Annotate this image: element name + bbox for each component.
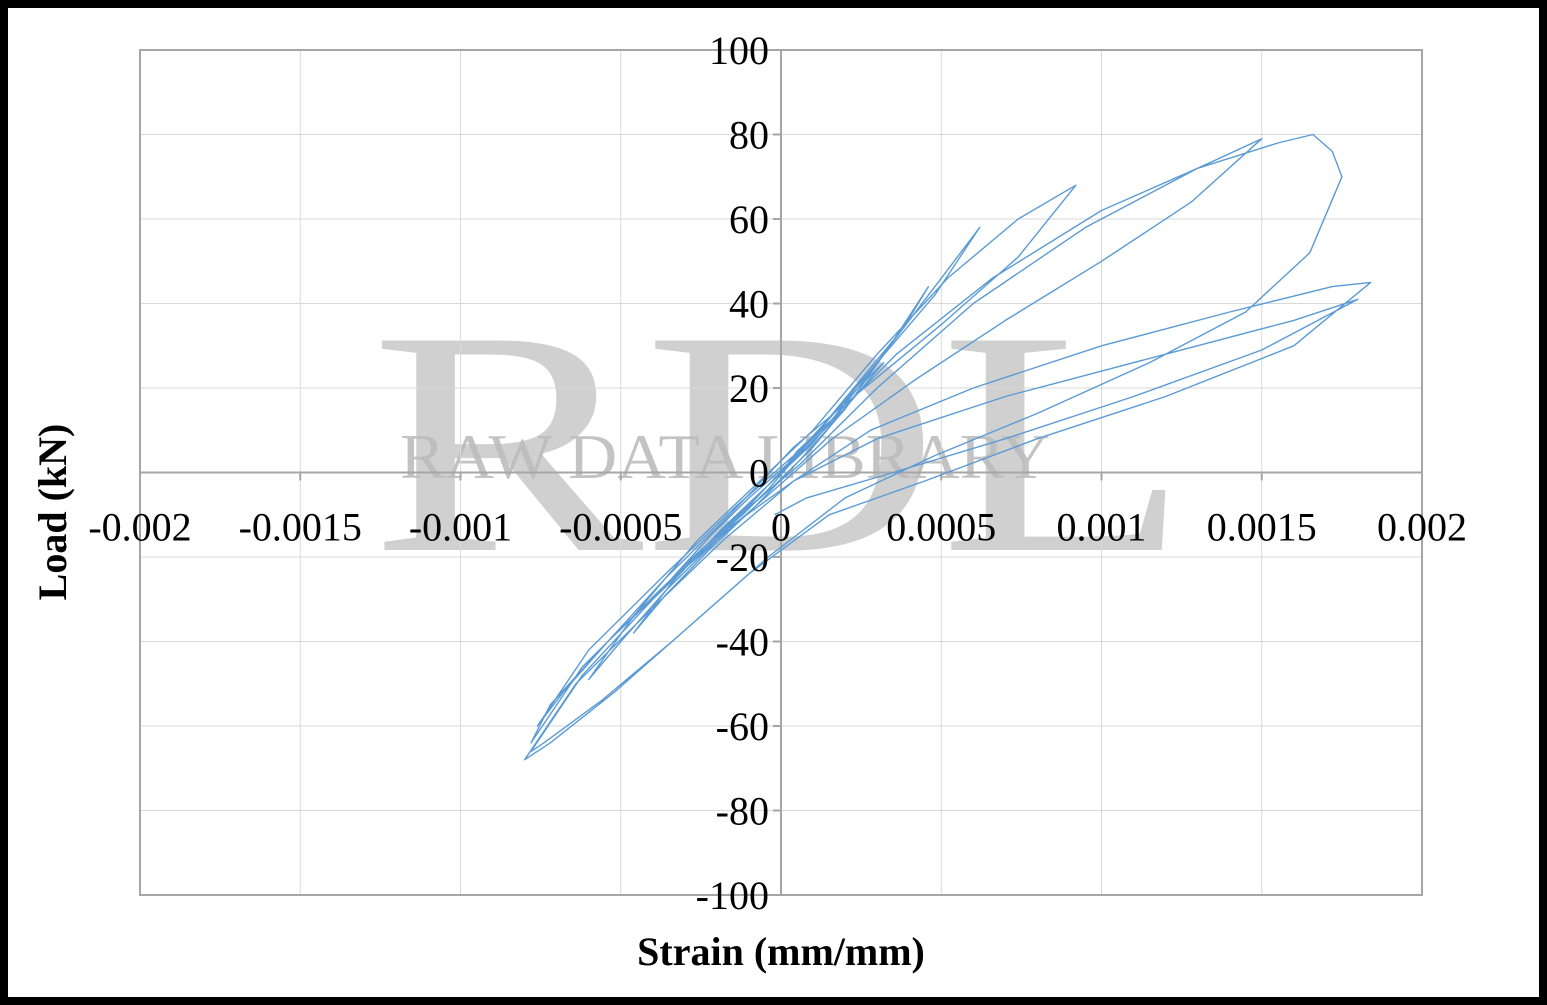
y-tick-label: 0 (749, 451, 769, 496)
y-tick-label: 60 (729, 197, 769, 242)
y-tick-label: -60 (716, 704, 769, 749)
y-tick-label: 20 (729, 366, 769, 411)
x-tick-label: 0.001 (1057, 505, 1147, 550)
y-tick-label: -100 (696, 873, 769, 918)
y-tick-label: 40 (729, 282, 769, 327)
y-tick-label: -80 (716, 789, 769, 834)
x-tick-label: 0.0015 (1207, 505, 1317, 550)
x-tick-label: 0.0005 (886, 505, 996, 550)
x-tick-label: -0.002 (88, 505, 191, 550)
y-tick-label: 100 (709, 28, 769, 73)
x-tick-label: 0 (771, 505, 791, 550)
y-tick-label: -20 (716, 535, 769, 580)
y-tick-labels: -100 -80 -60 -40 -20 0 20 40 60 80 100 (696, 28, 769, 918)
y-tick-label: 80 (729, 113, 769, 158)
x-tick-labels: -0.002 -0.0015 -0.001 -0.0005 0 0.0005 0.001 0.… (88, 505, 1467, 550)
series-line (523, 133, 1372, 761)
x-tick-label: -0.0015 (239, 505, 362, 550)
y-tick-label: -40 (716, 620, 769, 665)
series-group (523, 133, 1372, 761)
x-tick-label: -0.001 (409, 505, 512, 550)
x-axis-title: Strain (mm/mm) (637, 929, 925, 974)
y-axis-title: Load (kN) (30, 424, 75, 601)
watermark-text: RAW DATA LIBRARY (400, 421, 1050, 492)
x-tick-label: -0.0005 (559, 505, 682, 550)
x-tick-label: 0.002 (1377, 505, 1467, 550)
